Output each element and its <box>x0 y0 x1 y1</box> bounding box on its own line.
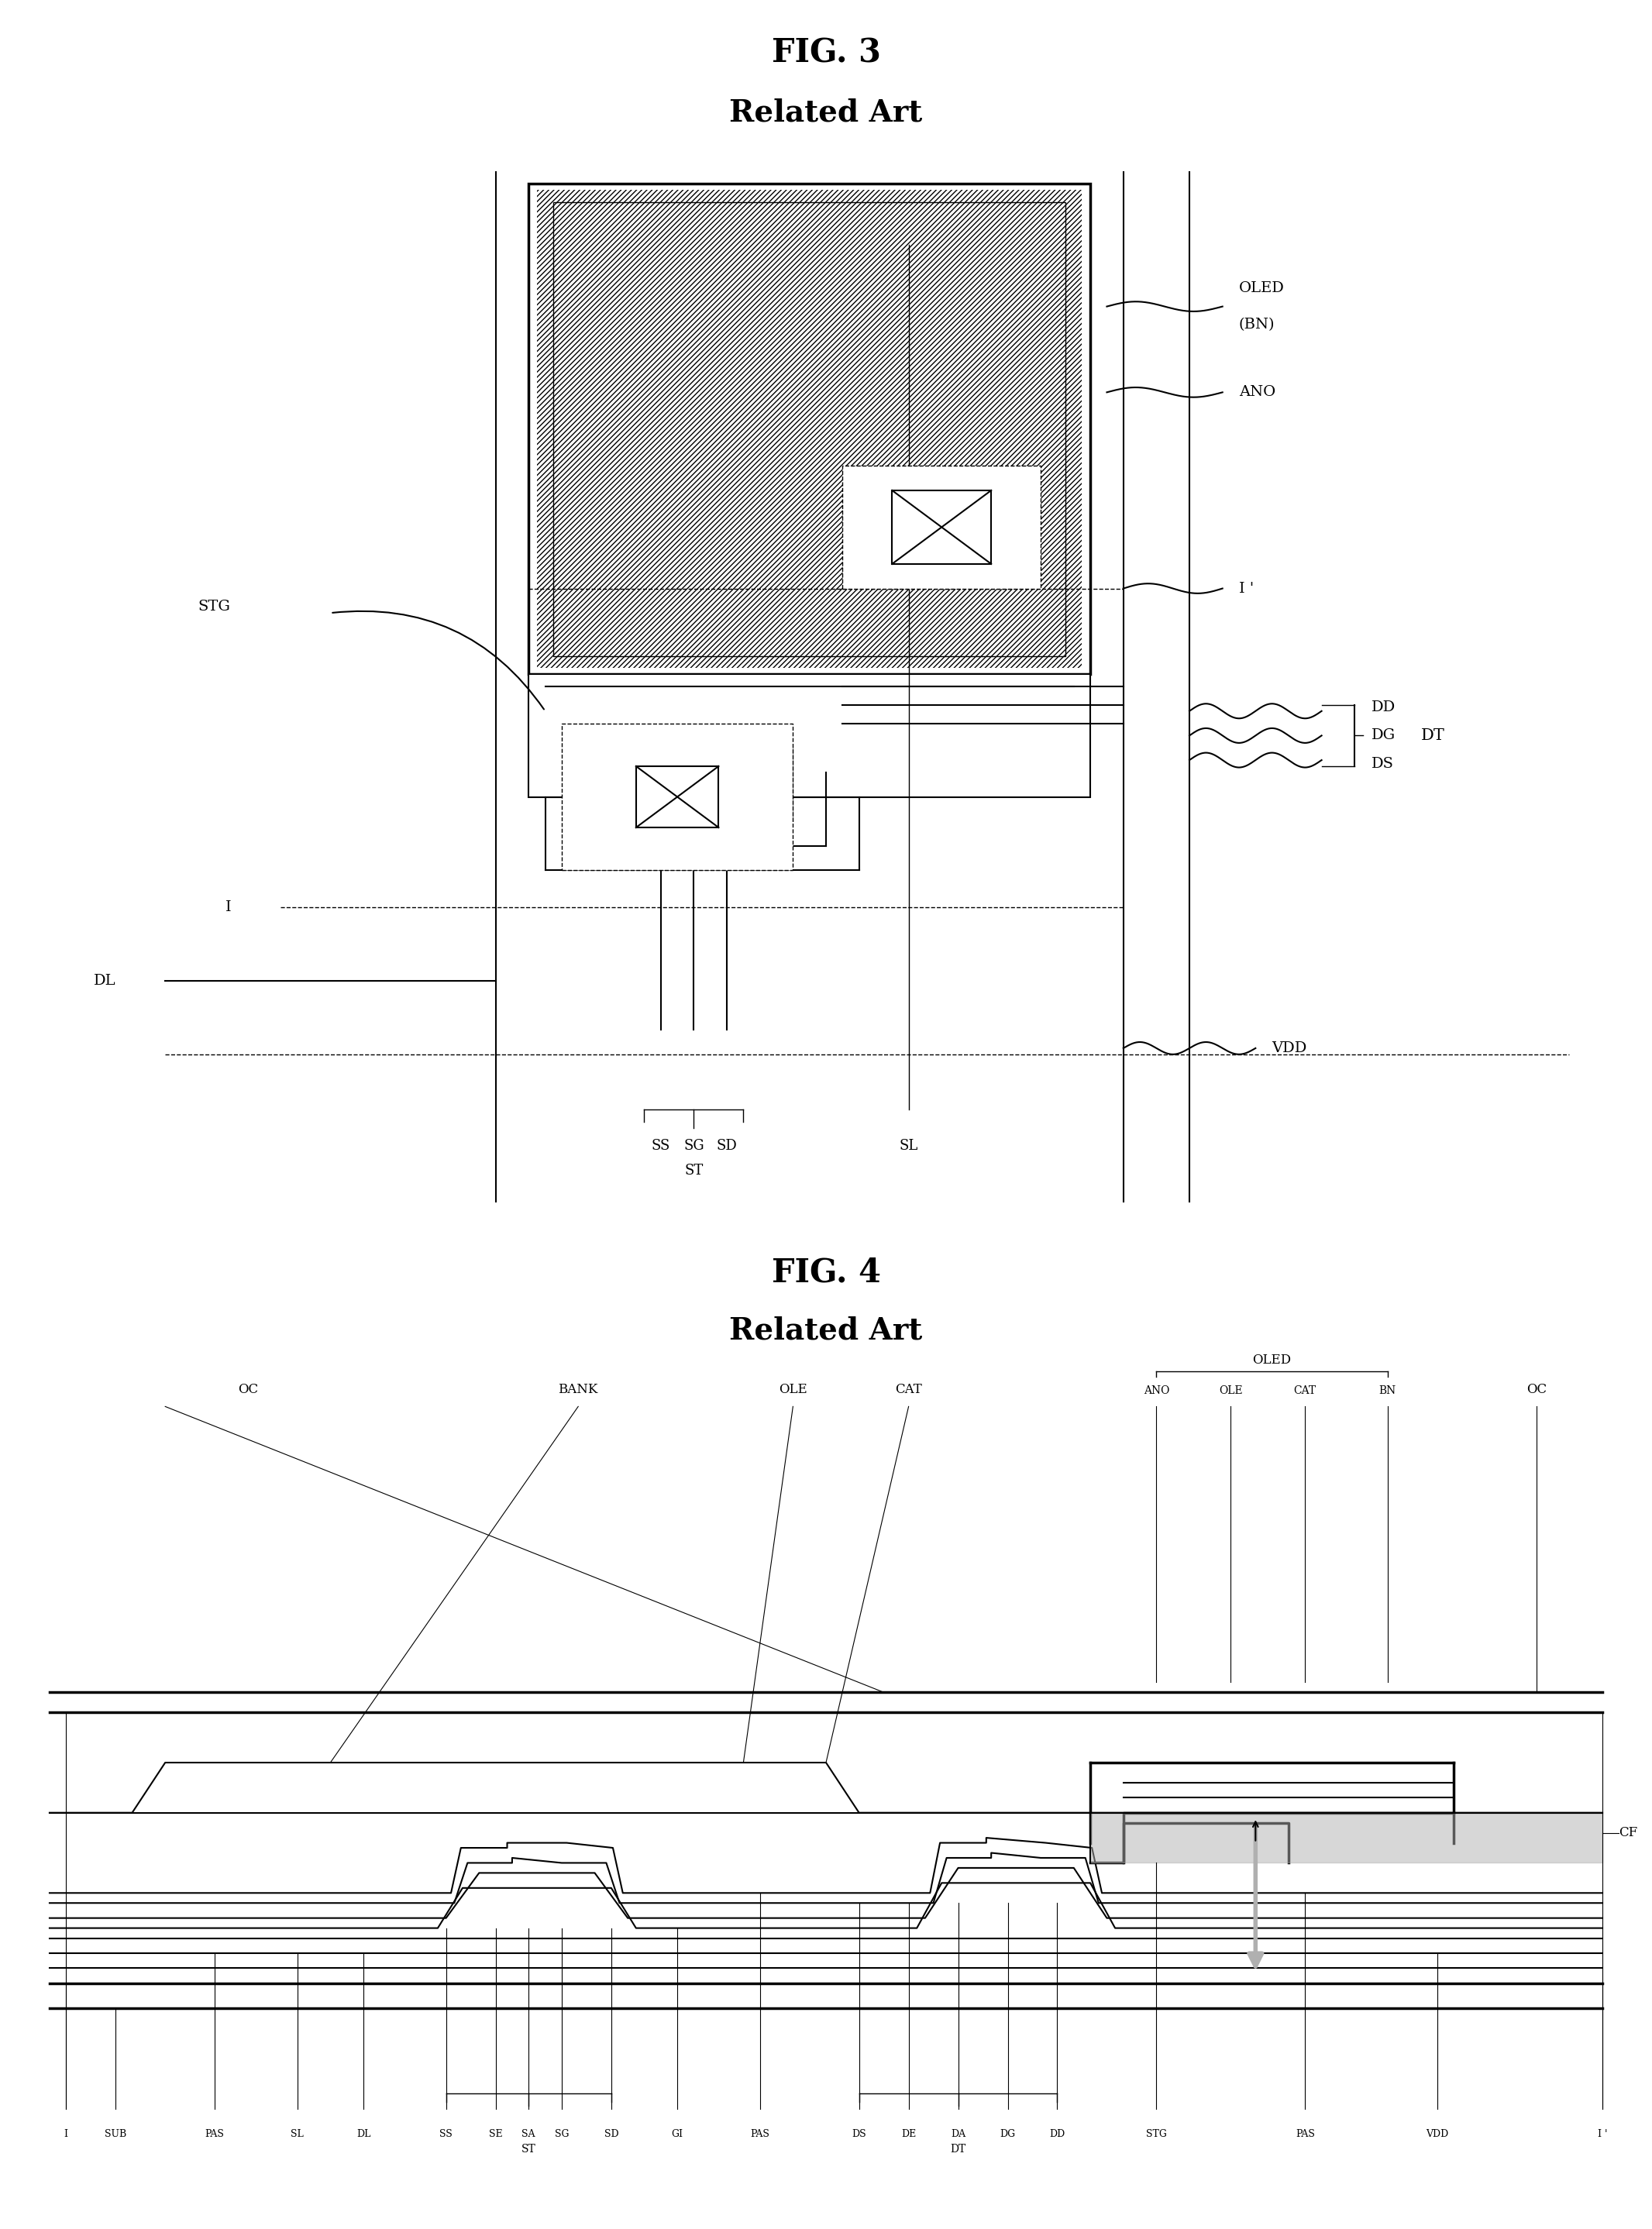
Text: ANO: ANO <box>1143 1386 1170 1395</box>
Text: ANO: ANO <box>1239 386 1275 399</box>
Text: I: I <box>64 2129 68 2140</box>
Text: SD: SD <box>605 2129 618 2140</box>
Text: PAS: PAS <box>750 2129 770 2140</box>
Text: DT: DT <box>950 2144 966 2155</box>
Bar <box>892 490 991 564</box>
Text: DD: DD <box>1049 2129 1066 2140</box>
Text: SA: SA <box>522 2129 535 2140</box>
Text: VDD: VDD <box>1426 2129 1449 2140</box>
Bar <box>553 203 1066 655</box>
Text: ST: ST <box>522 2144 535 2155</box>
Text: STG: STG <box>1146 2129 1166 2140</box>
Text: DD: DD <box>1371 700 1396 713</box>
Text: GI: GI <box>671 2129 684 2140</box>
Text: CAT: CAT <box>895 1384 922 1395</box>
Bar <box>562 722 793 869</box>
Text: OLED: OLED <box>1252 1353 1292 1366</box>
Text: DG: DG <box>999 2129 1016 2140</box>
Text: OC: OC <box>238 1384 258 1395</box>
Text: SG: SG <box>684 1139 704 1152</box>
Text: Related Art: Related Art <box>730 98 922 127</box>
Text: OLE: OLE <box>778 1384 808 1395</box>
Text: SL: SL <box>899 1139 919 1152</box>
Text: SS: SS <box>439 2129 453 2140</box>
Text: SG: SG <box>555 2129 568 2140</box>
Text: CF: CF <box>1619 1826 1637 1839</box>
Text: PAS: PAS <box>205 2129 225 2140</box>
Text: FIG. 4: FIG. 4 <box>771 1255 881 1288</box>
Text: SS: SS <box>651 1139 671 1152</box>
Text: BN: BN <box>1379 1386 1396 1395</box>
Text: SL: SL <box>291 2129 304 2140</box>
Text: SUB: SUB <box>104 2129 127 2140</box>
Text: DA: DA <box>952 2129 965 2140</box>
Text: FIG. 3: FIG. 3 <box>771 36 881 69</box>
Text: DL: DL <box>94 974 116 987</box>
Text: BANK: BANK <box>558 1384 598 1395</box>
Text: OLE: OLE <box>1219 1386 1242 1395</box>
Text: SD: SD <box>717 1139 737 1152</box>
Text: DT: DT <box>1421 729 1444 742</box>
Bar <box>529 185 1090 673</box>
Text: VDD: VDD <box>1272 1041 1307 1054</box>
Bar <box>537 189 1082 669</box>
Text: OLED: OLED <box>1239 281 1285 294</box>
Text: DS: DS <box>852 2129 866 2140</box>
Text: OC: OC <box>1526 1384 1546 1395</box>
Text: Related Art: Related Art <box>730 1315 922 1346</box>
Bar <box>636 767 719 827</box>
Text: SE: SE <box>489 2129 502 2140</box>
Text: I ': I ' <box>1239 582 1254 595</box>
Text: ST: ST <box>684 1164 704 1177</box>
Text: DE: DE <box>900 2129 917 2140</box>
Bar <box>843 466 1041 588</box>
Text: DS: DS <box>1371 758 1394 771</box>
Bar <box>529 673 1090 796</box>
Text: (BN): (BN) <box>1239 319 1275 332</box>
Text: DG: DG <box>1371 729 1396 742</box>
Text: STG: STG <box>198 600 231 613</box>
Text: CAT: CAT <box>1294 1386 1317 1395</box>
Text: I ': I ' <box>1597 2129 1607 2140</box>
Text: PAS: PAS <box>1295 2129 1315 2140</box>
Text: I: I <box>225 901 231 914</box>
Text: DL: DL <box>357 2129 370 2140</box>
